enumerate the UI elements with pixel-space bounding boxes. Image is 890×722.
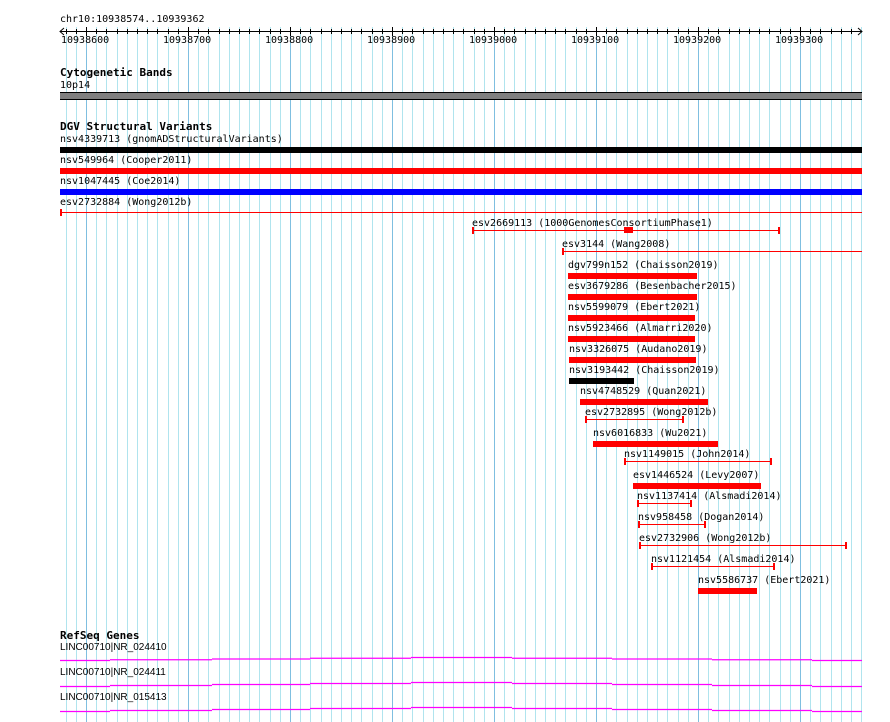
tick-label: 10938900	[367, 35, 416, 46]
variant-label: nsv1149015 (John2014)	[624, 449, 751, 460]
variant-line[interactable]	[60, 212, 862, 213]
tick-label: 10939300	[775, 35, 824, 46]
track-title: DGV Structural Variants	[60, 120, 213, 133]
variant-cap[interactable]	[585, 416, 587, 423]
variant-label: nsv958458 (Dogan2014)	[638, 512, 765, 523]
variant-bar[interactable]	[593, 441, 718, 447]
track-title: RefSeq Genes	[60, 629, 140, 642]
variant-label: nsv3326075 (Audano2019)	[569, 344, 708, 355]
variant-label: nsv5923466 (Almarri2020)	[568, 323, 713, 334]
variant-label: nsv4748529 (Quan2021)	[580, 386, 707, 397]
variant-bar[interactable]	[60, 189, 862, 195]
variant-line[interactable]	[637, 503, 692, 504]
variant-cap[interactable]	[690, 500, 692, 507]
variant-bar[interactable]	[580, 399, 708, 405]
variant-label: nsv1121454 (Alsmadi2014)	[651, 554, 796, 565]
track-title: Cytogenetic Bands	[60, 66, 173, 79]
variant-line[interactable]	[639, 545, 847, 546]
variant-label: esv2732906 (Wong2012b)	[639, 533, 772, 544]
variant-label: esv3144 (Wang2008)	[562, 239, 671, 250]
variant-cap[interactable]	[562, 248, 564, 255]
variant-label: nsv4339713 (gnomADStructuralVariants)	[60, 134, 283, 145]
variant-bar[interactable]	[569, 357, 696, 363]
variant-label: nsv6016833 (Wu2021)	[593, 428, 708, 439]
arrow-right-icon	[857, 27, 863, 36]
variant-line[interactable]	[651, 566, 775, 567]
variant-cap[interactable]	[773, 563, 775, 570]
gene-label: LINC00710|NR_015413	[60, 692, 167, 703]
variant-cap[interactable]	[624, 458, 626, 465]
variant-bar[interactable]	[698, 588, 757, 594]
tick-label: 10939100	[571, 35, 620, 46]
location-label: chr10:10938574..10939362	[60, 14, 205, 25]
variant-line[interactable]	[624, 461, 772, 462]
variant-cap[interactable]	[638, 521, 640, 528]
variant-cap[interactable]	[639, 542, 641, 549]
variant-label: nsv549964 (Cooper2011)	[60, 155, 193, 166]
variant-line[interactable]	[585, 419, 684, 420]
variant-bar[interactable]	[568, 315, 695, 321]
variant-cap[interactable]	[682, 416, 684, 423]
gene-model[interactable]	[0, 680, 890, 690]
cytoband-bar[interactable]	[60, 92, 862, 100]
variant-bar[interactable]	[60, 147, 862, 153]
variant-cap[interactable]	[651, 563, 653, 570]
gene-model[interactable]	[0, 705, 890, 715]
gene-label: LINC00710|NR_024410	[60, 642, 167, 653]
variant-box[interactable]	[624, 227, 633, 233]
variant-cap[interactable]	[637, 500, 639, 507]
variant-cap[interactable]	[704, 521, 706, 528]
variant-label: nsv3193442 (Chaisson2019)	[569, 365, 720, 376]
variant-label: nsv1047445 (Coe2014)	[60, 176, 181, 187]
variant-bar[interactable]	[569, 378, 634, 384]
variant-bar[interactable]	[568, 336, 695, 342]
tick-label: 10938600	[61, 35, 110, 46]
variant-label: nsv5586737 (Ebert2021)	[698, 575, 831, 586]
arrow-left-icon	[59, 27, 65, 36]
tick-label: 10939200	[673, 35, 722, 46]
variant-label: nsv1137414 (Alsmadi2014)	[637, 491, 782, 502]
variant-line[interactable]	[562, 251, 862, 252]
variant-bar[interactable]	[60, 168, 862, 174]
variant-cap[interactable]	[778, 227, 780, 234]
tick-label: 10939000	[469, 35, 518, 46]
tick-label: 10938800	[265, 35, 314, 46]
variant-cap[interactable]	[770, 458, 772, 465]
tick-label: 10938700	[163, 35, 212, 46]
variant-label: esv3679286 (Besenbacher2015)	[568, 281, 737, 292]
variant-line[interactable]	[638, 524, 706, 525]
variant-label: esv2732884 (Wong2012b)	[60, 197, 193, 208]
variant-bar[interactable]	[568, 294, 697, 300]
variant-bar[interactable]	[633, 483, 761, 489]
ruler-scale	[59, 27, 863, 36]
gene-model[interactable]	[0, 655, 890, 665]
variant-label: esv1446524 (Levy2007)	[633, 470, 760, 481]
variant-bar[interactable]	[568, 273, 697, 279]
band-label: 10p14	[60, 80, 91, 91]
gene-label: LINC00710|NR_024411	[60, 667, 166, 678]
variant-label: dgv799n152 (Chaisson2019)	[568, 260, 719, 271]
variant-cap[interactable]	[472, 227, 474, 234]
variant-cap[interactable]	[60, 209, 62, 216]
variant-label: esv2732895 (Wong2012b)	[585, 407, 718, 418]
variant-label: esv2669113 (1000GenomesConsortiumPhase1)	[472, 218, 713, 229]
variant-label: nsv5599079 (Ebert2021)	[568, 302, 701, 313]
variant-cap[interactable]	[845, 542, 847, 549]
